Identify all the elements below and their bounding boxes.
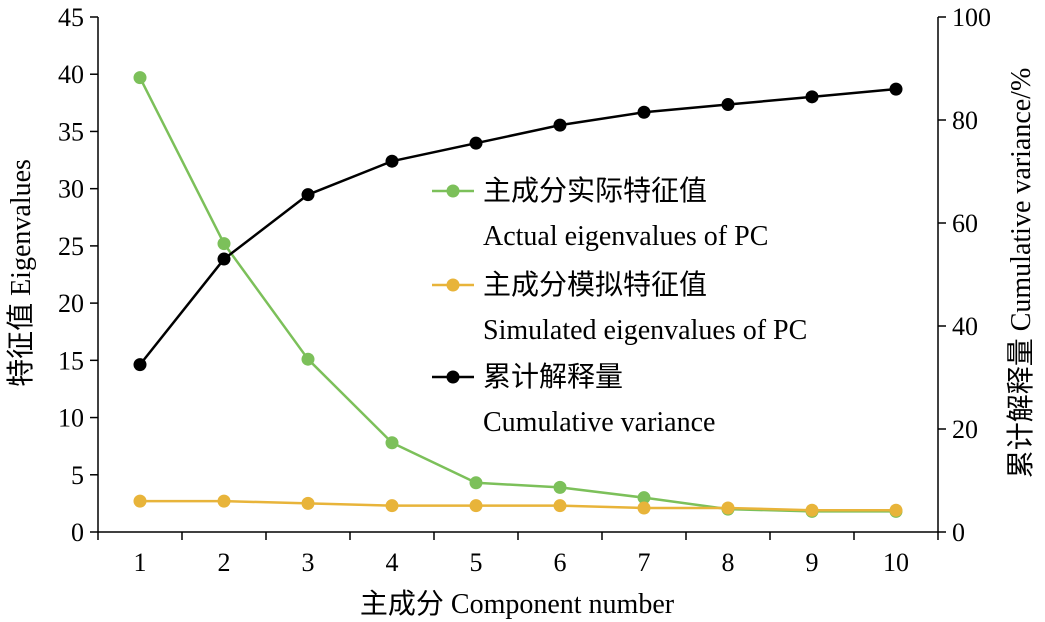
series-actual-point — [554, 481, 567, 494]
x-tick-label: 9 — [806, 548, 819, 577]
series-actual-point — [302, 353, 315, 366]
x-tick-label: 7 — [638, 548, 651, 577]
legend-label-zh: 主成分模拟特征值 — [483, 269, 707, 301]
series-simulated-point — [302, 497, 315, 510]
series-simulated-point — [134, 495, 147, 508]
series-cumulative-point — [134, 358, 147, 371]
series-simulated — [134, 495, 903, 517]
series-actual-point — [386, 436, 399, 449]
series-simulated-point — [722, 501, 735, 514]
x-tick-label: 6 — [554, 548, 567, 577]
series-cumulative-point — [218, 253, 231, 266]
y-left-tick-label: 25 — [58, 232, 84, 261]
y-right-tick-label: 60 — [952, 209, 978, 238]
series-cumulative-point — [302, 188, 315, 201]
x-tick-label: 4 — [386, 548, 399, 577]
legend-swatch-marker — [447, 185, 460, 198]
y-axis-right-title: 累计解释量 Cumulative variance/% — [1005, 68, 1037, 479]
legend-item-cumulative: 累计解释量 Cumulative variance — [432, 361, 715, 438]
x-tick-label: 5 — [470, 548, 483, 577]
y-right-tick-label: 20 — [952, 415, 978, 444]
series-simulated-point — [554, 499, 567, 512]
legend-label-zh: 累计解释量 — [483, 361, 623, 393]
y-left-tick-label: 30 — [58, 175, 84, 204]
series-cumulative-point — [722, 98, 735, 111]
legend-label-en: Actual eigenvalues of PC — [483, 221, 768, 252]
series-cumulative-point — [890, 83, 903, 96]
y-left-tick-label: 20 — [58, 289, 84, 318]
legend: 主成分实际特征值 Actual eigenvalues of PC 主成分模拟特征值… — [432, 175, 807, 438]
x-tick-label: 8 — [722, 548, 735, 577]
y-left-tick-label: 10 — [58, 404, 84, 433]
series-simulated-point — [218, 495, 231, 508]
series-cumulative-point — [386, 155, 399, 168]
series-actual-point — [218, 237, 231, 250]
y-left-tick-label: 15 — [58, 346, 84, 375]
legend-swatch-marker — [447, 371, 460, 384]
y-left-tick-label: 35 — [58, 117, 84, 146]
series-simulated-point — [806, 504, 819, 517]
y-right-tick-label: 80 — [952, 106, 978, 135]
x-tick-label: 10 — [883, 548, 909, 577]
x-tick-label: 1 — [134, 548, 147, 577]
series-simulated-point — [386, 499, 399, 512]
y-left-tick-label: 0 — [71, 518, 84, 547]
y-right-tick-label: 100 — [952, 3, 991, 32]
legend-item-simulated: 主成分模拟特征值 Simulated eigenvalues of PC — [432, 269, 807, 346]
series-cumulative-point — [470, 137, 483, 150]
series-simulated-point — [638, 501, 651, 514]
legend-label-en: Simulated eigenvalues of PC — [483, 315, 807, 346]
x-tick-label: 2 — [218, 548, 231, 577]
series-simulated-point — [890, 504, 903, 517]
series-actual-point — [134, 71, 147, 84]
legend-swatch-marker — [447, 279, 460, 292]
series-cumulative-point — [554, 119, 567, 132]
legend-label-zh: 主成分实际特征值 — [483, 175, 707, 207]
series-simulated-point — [470, 499, 483, 512]
series-cumulative-point — [638, 106, 651, 119]
legend-item-actual: 主成分实际特征值 Actual eigenvalues of PC — [432, 175, 768, 252]
x-axis-title: 主成分 Component number — [360, 588, 675, 620]
y-left-tick-label: 40 — [58, 60, 84, 89]
y-left-tick-label: 5 — [71, 461, 84, 490]
x-tick-label: 3 — [302, 548, 315, 577]
y-axis-left-title: 特征值 Eigenvalues — [5, 159, 37, 387]
series-simulated-line — [140, 501, 896, 510]
y-right-tick-label: 0 — [952, 518, 965, 547]
y-right-tick-label: 40 — [952, 312, 978, 341]
y-left-tick-label: 45 — [58, 3, 84, 32]
series-cumulative-point — [806, 90, 819, 103]
series-actual-point — [470, 476, 483, 489]
legend-label-en: Cumulative variance — [483, 407, 715, 438]
